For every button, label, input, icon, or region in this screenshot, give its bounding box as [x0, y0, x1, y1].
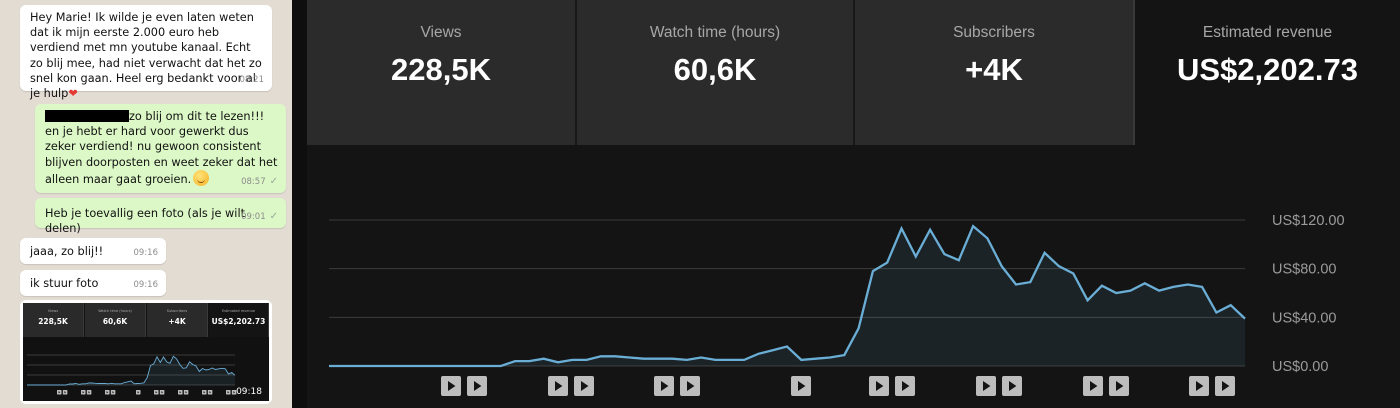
message-text: ik stuur foto [30, 277, 99, 290]
video-marker-play-icon[interactable] [1109, 376, 1129, 396]
video-marker-play-icon[interactable] [86, 390, 92, 395]
video-marker-play-icon[interactable] [680, 376, 700, 396]
divider [1133, 0, 1135, 145]
stat-label: Watch time (hours) [649, 24, 781, 41]
mini-stat-subscribers: Subscribers +4K [147, 303, 208, 337]
analytics-screenshot-thumbnail: Views 228,5K Watch time (hours) 60,6K Subs… [23, 303, 269, 401]
mini-stat-views: Views 228,5K [23, 303, 84, 337]
area-fill [329, 226, 1245, 366]
y-tick-label: US$40.00 [1272, 310, 1337, 326]
message-time: 09:16 [133, 279, 159, 290]
stat-card-estimated-revenue[interactable]: Estimated revenue US$2,202.73 [1135, 0, 1400, 145]
video-marker-play-icon[interactable] [231, 390, 237, 395]
video-marker-play-icon[interactable] [1189, 376, 1209, 396]
video-marker-play-icon[interactable] [62, 390, 68, 395]
double-check-icon: ✓ [269, 175, 278, 187]
stat-card-watch-time[interactable]: Watch time (hours) 60,6K [577, 0, 853, 145]
video-marker-play-icon[interactable] [1215, 376, 1235, 396]
video-marker-play-icon[interactable] [574, 376, 594, 396]
y-tick-label: US$120.00 [1272, 213, 1345, 229]
mini-stat-watch-time: Watch time (hours) 60,6K [85, 303, 146, 337]
divider [853, 0, 855, 145]
mini-stat-revenue: Estimated revenue US$2,202.73 [209, 303, 269, 337]
stat-label: Estimated revenue [1202, 24, 1333, 41]
chat-message-incoming: ik stuur foto 09:16 [20, 270, 166, 296]
stat-value: 60,6K [673, 52, 757, 87]
panel-gap [292, 0, 307, 408]
message-time: 09:16 [133, 247, 159, 258]
double-check-icon: ✓ [269, 210, 278, 222]
message-time: 08:21 [239, 74, 265, 85]
revenue-chart: US$0.00 US$40.00 US$80.00 US$120.00 [328, 213, 1345, 396]
video-marker-play-icon[interactable] [441, 376, 461, 396]
stat-label: Views [420, 24, 462, 41]
stat-value: US$2,202.73 [1177, 52, 1358, 87]
video-marker-play-icon[interactable] [226, 390, 231, 395]
video-marker-play-icon[interactable] [1083, 376, 1103, 396]
video-marker-play-icon[interactable] [791, 376, 811, 396]
smiling-emoji-icon [193, 169, 210, 186]
message-time: 08:57 ✓ [241, 175, 278, 187]
video-marker-play-icon[interactable] [467, 376, 487, 396]
video-marker-play-icon[interactable] [178, 390, 183, 395]
area-fill [27, 356, 235, 385]
stat-value: 228,5K [391, 52, 491, 87]
chat-message-incoming: Hey Marie! Ik wilde je even laten weten … [20, 5, 272, 100]
revenue-line [329, 224, 1246, 368]
message-text: Hey Marie! Ik wilde je even laten weten … [30, 11, 262, 101]
video-marker-play-icon[interactable] [548, 376, 568, 396]
video-marker-play-icon[interactable] [869, 376, 889, 396]
y-tick-label: US$80.00 [1272, 262, 1337, 278]
video-marker-play-icon[interactable] [183, 390, 189, 395]
image-time: 09:18 [236, 387, 262, 397]
chat-image-message[interactable]: Views 228,5K Watch time (hours) 60,6K Subs… [20, 300, 272, 404]
video-marker-play-icon[interactable] [895, 376, 915, 396]
video-marker-play-icon[interactable] [202, 390, 207, 395]
video-marker-play-icon[interactable] [105, 390, 110, 395]
message-time: 09:01 ✓ [241, 210, 278, 222]
message-text: zo blij om dit te lezen!!! en je hebt er… [45, 110, 278, 186]
video-marker-play-icon[interactable] [207, 390, 213, 395]
message-text: jaaa, zo blij!! [30, 245, 104, 258]
video-marker-play-icon[interactable] [110, 390, 116, 395]
stat-card-subscribers[interactable]: Subscribers +4K [855, 0, 1133, 145]
video-marker-play-icon[interactable] [81, 390, 86, 395]
chat-message-outgoing: zo blij om dit te lezen!!! en je hebt er… [35, 104, 286, 193]
stat-value: +4K [965, 52, 1023, 87]
chat-message-incoming: jaaa, zo blij!! 09:16 [20, 238, 166, 264]
analytics-panel: Views 228,5K Watch time (hours) 60,6K Su… [307, 0, 1400, 408]
video-marker-play-icon[interactable] [159, 390, 165, 395]
stat-label: Subscribers [953, 24, 1035, 41]
video-marker-play-icon[interactable] [654, 376, 674, 396]
mini-revenue-chart [26, 354, 237, 395]
redacted-name [45, 110, 129, 122]
chat-message-outgoing: Heb je toevallig een foto (als je wilt d… [35, 198, 286, 235]
video-marker-play-icon[interactable] [1002, 376, 1022, 396]
divider [575, 0, 577, 145]
video-marker-play-icon[interactable] [136, 390, 141, 395]
video-marker-play-icon[interactable] [976, 376, 996, 396]
message-text: Heb je toevallig een foto (als je wilt d… [45, 207, 246, 236]
video-marker-play-icon[interactable] [154, 390, 159, 395]
chat-panel: Hey Marie! Ik wilde je even laten weten … [0, 0, 292, 408]
stat-card-views[interactable]: Views 228,5K [307, 0, 575, 145]
video-marker-play-icon[interactable] [57, 390, 62, 395]
heart-icon: ❤ [68, 87, 78, 101]
y-tick-label: US$0.00 [1272, 359, 1328, 375]
